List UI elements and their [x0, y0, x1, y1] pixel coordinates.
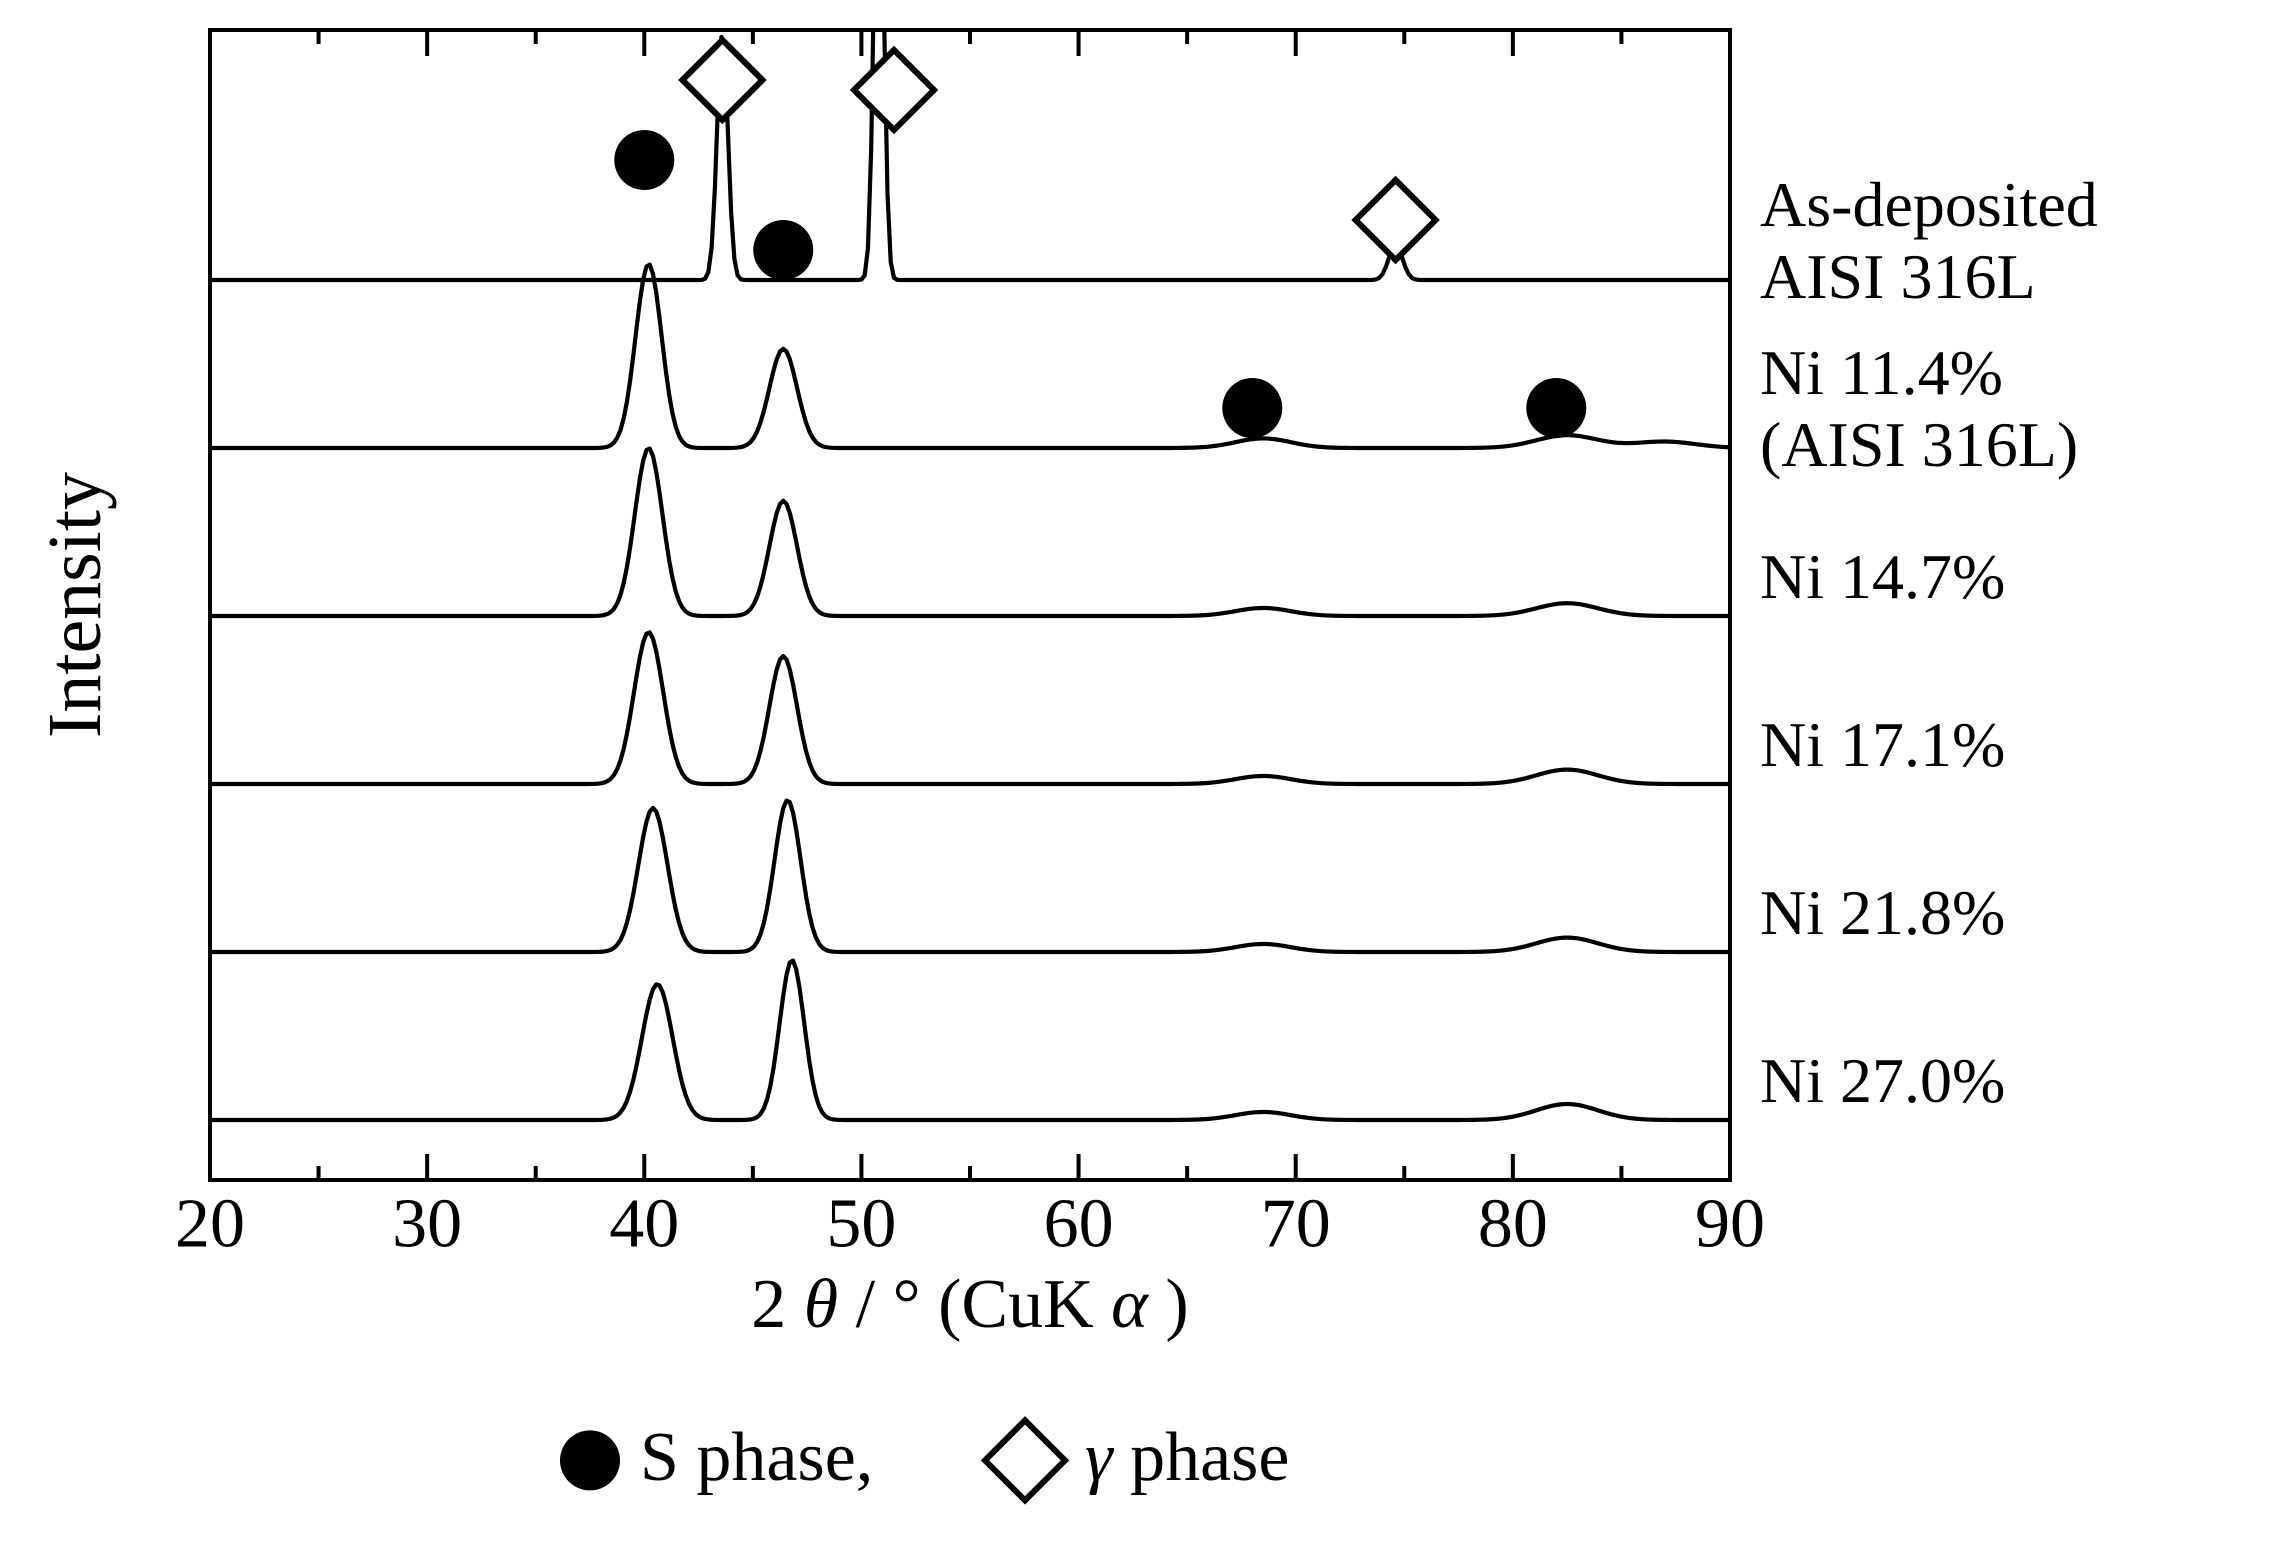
x-ticks: 20 30 40 50 60 70 80 90	[175, 30, 1765, 1263]
trace-label: Ni 14.7%	[1760, 541, 2005, 612]
x-tick-label: 60	[1044, 1186, 1114, 1263]
x-tick-label: 30	[392, 1186, 462, 1263]
phase-markers	[614, 40, 1586, 438]
marker-sphase	[560, 1430, 620, 1490]
trace-label: AISI 316L	[1760, 241, 2036, 312]
legend-label: S phase,	[640, 1419, 873, 1496]
xrd-chart: 20 30 40 50 60 70 80 90 2 θ / ° (CuK α ) Intensit…	[0, 0, 2272, 1561]
trace-label: Ni 21.8%	[1760, 877, 2005, 948]
traces-group	[210, 0, 1730, 1120]
x-tick-label: 90	[1695, 1186, 1765, 1263]
xrd-trace	[210, 265, 1730, 448]
x-axis-label: 2 θ / ° (CuK α )	[751, 1266, 1188, 1343]
marker-sphase	[614, 130, 674, 190]
marker-gamma	[985, 1420, 1065, 1500]
y-axis-label: Intensity	[33, 472, 117, 738]
xrd-trace	[210, 449, 1730, 616]
legend-label: γ phase	[1085, 1419, 1289, 1496]
marker-sphase	[1222, 378, 1282, 438]
x-tick-label: 70	[1261, 1186, 1331, 1263]
marker-sphase	[1526, 378, 1586, 438]
marker-gamma	[682, 40, 762, 120]
x-tick-label: 50	[826, 1186, 896, 1263]
marker-sphase	[753, 220, 813, 280]
x-tick-label: 80	[1478, 1186, 1548, 1263]
x-tick-label: 40	[609, 1186, 679, 1263]
x-tick-label: 20	[175, 1186, 245, 1263]
marker-gamma	[854, 50, 934, 130]
xrd-trace	[210, 801, 1730, 952]
trace-label: Ni 27.0%	[1760, 1045, 2005, 1116]
trace-label: (AISI 316L)	[1760, 409, 2078, 480]
marker-gamma	[1356, 180, 1436, 260]
trace-label: As-deposited	[1760, 169, 2098, 240]
xrd-trace	[210, 961, 1730, 1120]
trace-label: Ni 11.4%	[1760, 337, 2003, 408]
xrd-trace	[210, 632, 1730, 784]
plot-frame	[210, 30, 1730, 1180]
trace-label: Ni 17.1%	[1760, 709, 2005, 780]
